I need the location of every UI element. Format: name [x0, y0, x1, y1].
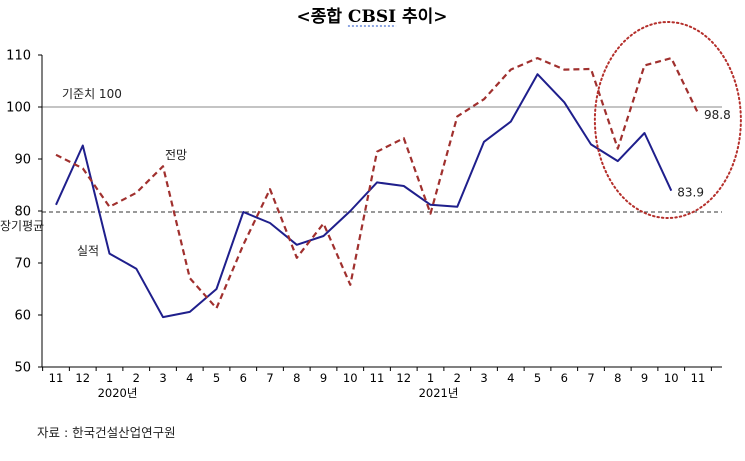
x-tick-label: 3 [159, 371, 166, 385]
year-label: 2021년 [419, 386, 459, 400]
x-tick-label: 2 [133, 371, 140, 385]
x-tick-label: 11 [370, 371, 385, 385]
x-tick-label: 7 [587, 371, 594, 385]
year-label: 2020년 [98, 386, 138, 400]
data-label: 83.9 [677, 186, 704, 200]
x-tick-label: 12 [75, 371, 90, 385]
y-tick-label: 50 [14, 361, 31, 376]
x-tick-label: 5 [534, 371, 541, 385]
actual-series-label: 실적 [77, 244, 99, 258]
x-tick-label: 12 [396, 371, 411, 385]
x-tick-label: 7 [266, 371, 273, 385]
x-tick-label: 6 [561, 371, 568, 385]
x-tick-label: 6 [240, 371, 247, 385]
x-tick-label: 9 [320, 371, 327, 385]
source-note: 자료 : 한국건설산업연구원 [37, 425, 176, 440]
y-tick-label: 100 [6, 101, 31, 116]
x-tick-label: 3 [480, 371, 487, 385]
x-tick-label: 10 [343, 371, 358, 385]
series-lines [55, 56, 699, 319]
x-tick-label: 1 [427, 371, 434, 385]
x-tick-label: 2 [454, 371, 461, 385]
y-tick-label: 70 [14, 257, 31, 272]
reference-lines: 기준치 100 장기평균 [0, 87, 722, 233]
data-label: 98.8 [704, 108, 731, 122]
x-tick-label: 11 [691, 371, 706, 385]
x-tick-label: 4 [507, 371, 514, 385]
y-tick-label: 110 [6, 49, 31, 64]
x-tick-label: 1 [106, 371, 113, 385]
long-term-average-label: 장기평균 [0, 219, 44, 233]
x-tick-label: 9 [641, 371, 648, 385]
x-tick-label: 11 [49, 371, 64, 385]
x-tick-label: 4 [186, 371, 193, 385]
y-tick-label: 80 [14, 205, 31, 220]
x-tick-label: 5 [213, 371, 220, 385]
y-tick-label: 90 [14, 153, 31, 168]
actual-series-line [55, 73, 673, 319]
x-tick-label: 10 [664, 371, 679, 385]
forecast-series-label: 전망 [165, 148, 187, 162]
baseline-100-label: 기준치 100 [62, 87, 122, 101]
chart-title: <종합 CBSI 추이> [296, 6, 447, 27]
y-tick-label: 60 [14, 309, 31, 324]
highlight-circle [593, 21, 742, 219]
x-tick-label: 8 [293, 371, 300, 385]
forecast-series-line [55, 56, 699, 310]
x-tick-label: 8 [614, 371, 621, 385]
